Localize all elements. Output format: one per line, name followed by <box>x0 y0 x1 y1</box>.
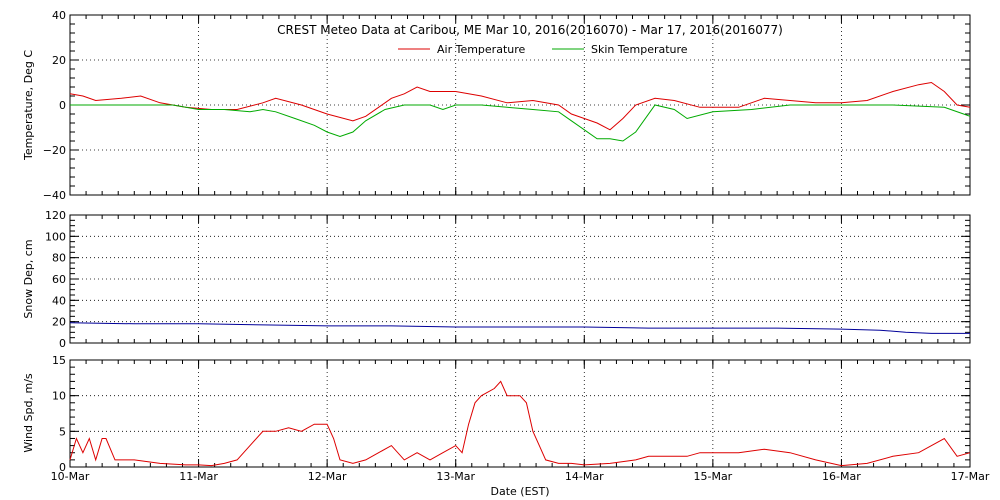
wind-ytick-label: 5 <box>59 425 66 438</box>
wind-ytick-label: 0 <box>59 461 66 474</box>
x-axis-label: Date (EST) <box>490 485 549 498</box>
temperature-ytick-label: 40 <box>52 9 66 22</box>
panel-snow-depth: Snow Dep, cm 0 20 40 60 80 100 120 <box>22 209 971 350</box>
temperature-ytick-label: −40 <box>43 189 66 202</box>
temperature-ytick-label: 20 <box>52 54 66 67</box>
temperature-series-line-1 <box>70 104 971 142</box>
snow-ytick-label: 0 <box>59 337 66 350</box>
wind-ytick-label: 15 <box>52 354 66 367</box>
temperature-y-axis-label: Temperature, Deg C <box>22 50 35 161</box>
temperature-series-line-0 <box>69 81 971 131</box>
wind-ytick-label: 10 <box>52 390 66 403</box>
wind-plot-frame <box>69 359 971 468</box>
legend: Air Temperature Skin Temperature <box>398 43 688 56</box>
snow-y-axis-label: Snow Dep, cm <box>22 239 35 318</box>
x-tick-label: 11-Mar <box>179 470 218 483</box>
wind-series-line-0 <box>69 380 971 467</box>
legend-air-temperature-label: Air Temperature <box>437 43 526 56</box>
x-tick-label: 12-Mar <box>308 470 347 483</box>
chart-title: CREST Meteo Data at Caribou, ME Mar 10, … <box>277 23 783 37</box>
panel-wind-speed: Wind Spd, m/s Date (EST) 0 5 10 15 10-Mar 11-… <box>22 354 990 498</box>
x-tick-label: 13-Mar <box>436 470 475 483</box>
panel-temperature: CREST Meteo Data at Caribou, ME Mar 10, … <box>22 9 971 202</box>
snow-ytick-label: 40 <box>52 294 66 307</box>
x-tick-label: 10-Mar <box>51 470 90 483</box>
x-tick-label: 16-Mar <box>822 470 861 483</box>
x-tick-label: 14-Mar <box>565 470 604 483</box>
temperature-ytick-label: −20 <box>43 144 66 157</box>
x-tick-label: 15-Mar <box>693 470 732 483</box>
snow-ytick-label: 80 <box>52 252 66 265</box>
snow-ytick-label: 120 <box>45 209 66 222</box>
snow-series-line-0 <box>69 322 970 334</box>
wind-y-axis-label: Wind Spd, m/s <box>22 373 35 453</box>
snow-ytick-label: 100 <box>45 230 66 243</box>
x-tick-label: 17-Mar <box>951 470 990 483</box>
snow-ytick-label: 60 <box>52 273 66 286</box>
snow-ytick-label: 20 <box>52 316 66 329</box>
legend-skin-temperature-label: Skin Temperature <box>591 43 688 56</box>
temperature-ytick-label: 0 <box>59 99 66 112</box>
